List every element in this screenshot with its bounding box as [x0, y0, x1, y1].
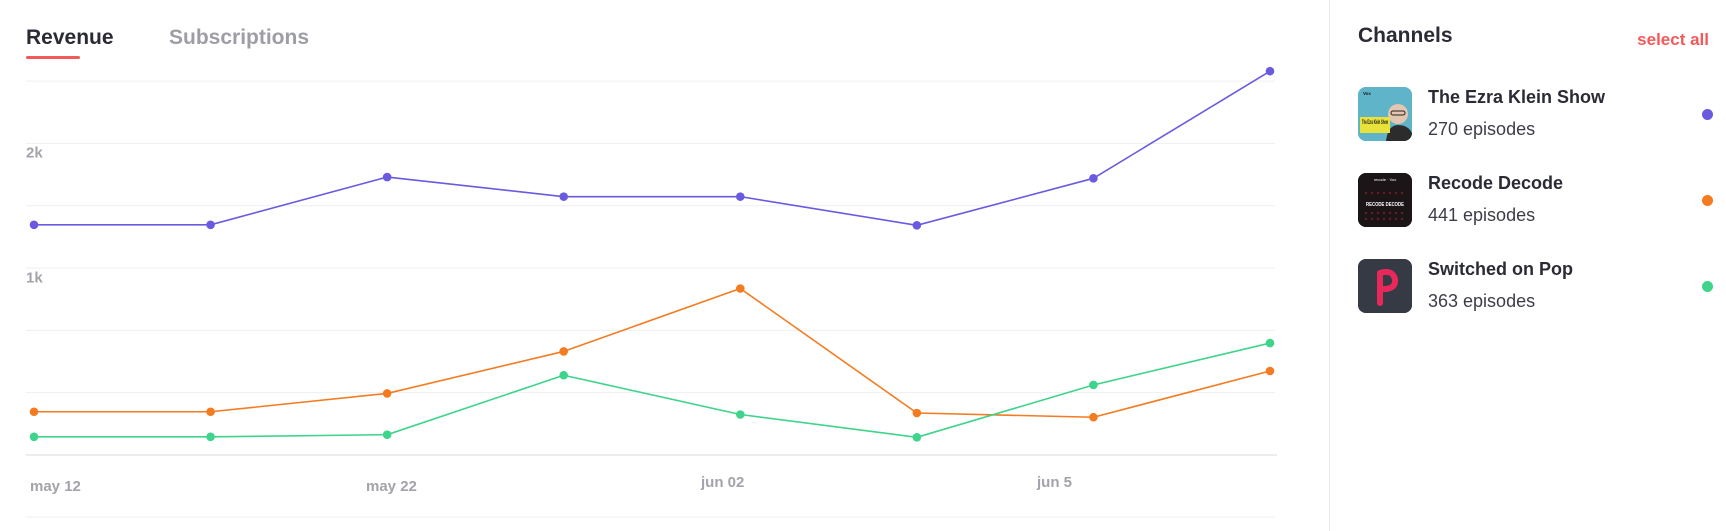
revenue-panel: Revenue Subscriptions 2k 1k may 12 may 22 ju…	[26, 26, 1277, 518]
channel-episode-count: 441 episodes	[1428, 205, 1536, 225]
tab-subscriptions[interactable]: Subscriptions	[169, 26, 310, 49]
data-point	[382, 389, 392, 398]
cover-title-text: The Ezra Klein Show	[1362, 120, 1388, 126]
data-point	[1265, 338, 1275, 348]
data-point	[559, 347, 569, 356]
channels-sidebar: Channels select all Vox The Ezra Klein S…	[1329, 0, 1726, 531]
channel-name: Switched on Pop	[1428, 259, 1574, 279]
data-point	[912, 221, 922, 230]
channel-item-switched-on-pop[interactable]: Switched on Pop 363 episodes	[1358, 259, 1713, 315]
data-point	[559, 370, 569, 380]
data-point	[206, 407, 215, 417]
data-point	[29, 220, 39, 230]
x-tick-label: may 12	[30, 478, 81, 495]
data-point	[735, 410, 745, 419]
revenue-line-chart: 2k 1k may 12 may 22 jun 02 jun 5	[26, 66, 1277, 518]
data-point	[1089, 412, 1098, 422]
series-line	[34, 70, 1271, 227]
series-color-dot-recode	[1702, 195, 1713, 206]
data-point	[735, 284, 745, 293]
tab-revenue[interactable]: Revenue	[26, 26, 114, 49]
cover-title-text: RECODE DECODE	[1366, 202, 1404, 208]
data-point	[912, 433, 922, 442]
select-all-button[interactable]: select all	[1637, 30, 1709, 49]
data-point	[559, 192, 569, 201]
data-point	[382, 172, 392, 182]
data-point	[1089, 380, 1098, 390]
data-point	[1265, 66, 1275, 76]
series-line	[34, 342, 1271, 439]
switched-on-pop-cover	[1358, 259, 1412, 313]
y-tick-label: 2k	[26, 145, 43, 162]
x-tick-label: jun 02	[700, 474, 744, 491]
channel-name: The Ezra Klein Show	[1428, 87, 1606, 107]
series-line	[34, 287, 1271, 419]
data-point	[382, 430, 392, 439]
data-point	[1265, 366, 1275, 376]
data-point	[735, 192, 745, 201]
recode-decode-cover: recode · Vox RECODE DECODE	[1358, 173, 1412, 227]
data-point	[29, 432, 39, 442]
x-tick-label: jun 5	[1036, 474, 1072, 491]
y-tick-label: 1k	[26, 269, 43, 286]
data-point	[1089, 174, 1098, 183]
channel-item-recode-decode[interactable]: recode · Vox RECODE DECODE Recode Decode…	[1358, 173, 1713, 229]
active-tab-underline	[26, 56, 80, 59]
channels-title: Channels	[1358, 24, 1453, 47]
series-color-dot-pop	[1702, 281, 1713, 292]
cover-brand-label: recode · Vox	[1374, 177, 1396, 182]
x-tick-label: may 22	[366, 478, 417, 495]
channel-episode-count: 270 episodes	[1428, 119, 1536, 139]
cover-brand-label: Vox	[1363, 91, 1371, 96]
data-point	[912, 408, 922, 418]
data-point	[206, 220, 215, 230]
series-color-dot-ezra	[1702, 109, 1713, 120]
channel-name: Recode Decode	[1428, 173, 1564, 193]
channel-episode-count: 363 episodes	[1428, 291, 1536, 311]
ezra-klein-show-cover: Vox The Ezra Klein Show	[1358, 87, 1412, 141]
data-point	[206, 432, 215, 442]
channel-item-ezra-klein-show[interactable]: Vox The Ezra Klein Show The Ezra Klein S…	[1358, 87, 1713, 143]
data-point	[29, 407, 39, 417]
